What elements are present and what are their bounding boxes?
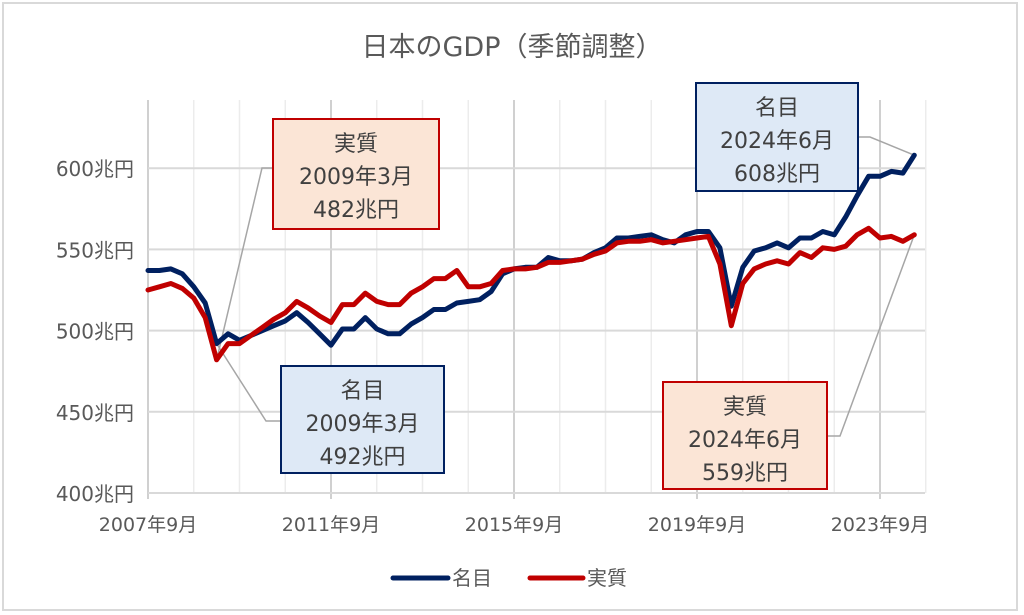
leader-line xyxy=(215,343,281,422)
callout-text-line: 名目 xyxy=(340,379,384,404)
legend-label-real: 実質 xyxy=(587,566,627,590)
legend: 名目 実質 xyxy=(390,566,627,590)
callout-leader-lines xyxy=(215,136,916,437)
series-lines xyxy=(145,152,917,363)
callout-box xyxy=(280,365,445,474)
callout-text-line: 2009年3月 xyxy=(306,412,420,437)
callout-box xyxy=(662,381,828,490)
callout-0: 実質 2009年3月 482兆円 xyxy=(272,118,440,230)
callout-text-line: 実質 xyxy=(723,395,767,420)
callout-text-line: 608兆円 xyxy=(734,162,820,187)
legend-item-nominal[interactable]: 名目 xyxy=(390,566,492,590)
real-gdp-line xyxy=(145,225,917,363)
callout-text-line: 名目 xyxy=(755,96,799,121)
callout-box xyxy=(272,118,440,230)
leader-line xyxy=(827,234,916,437)
x-tick-label: 2011年9月 xyxy=(282,514,380,536)
callout-text-line: 実質 xyxy=(334,132,378,157)
legend-item-real[interactable]: 実質 xyxy=(527,566,627,590)
chart-title: 日本のGDP（季節調整） xyxy=(362,32,663,63)
callout-box xyxy=(695,82,859,192)
callout-text-line: 2024年6月 xyxy=(688,428,802,453)
y-tick-label: 550兆円 xyxy=(56,238,134,262)
x-tick-label: 2019年9月 xyxy=(648,514,746,536)
leader-line xyxy=(215,167,273,361)
leader-line xyxy=(858,136,915,156)
callout-text-line: 559兆円 xyxy=(702,461,788,486)
callout-3: 実質 2024年6月 559兆円 xyxy=(662,381,828,490)
callout-1: 名目 2009年3月 492兆円 xyxy=(280,365,445,474)
callout-text-line: 492兆円 xyxy=(320,445,406,470)
y-axis: 400兆円 450兆円 500兆円 550兆円 600兆円 xyxy=(56,157,134,506)
callout-text-line: 2024年6月 xyxy=(720,129,834,154)
callout-text-line: 2009年3月 xyxy=(299,165,413,190)
x-tick-label: 2023年9月 xyxy=(831,514,929,536)
y-tick-label: 450兆円 xyxy=(56,401,134,425)
x-tick-label: 2015年9月 xyxy=(465,514,563,536)
y-tick-label: 600兆円 xyxy=(56,157,134,181)
callouts: 実質2009年3月482兆円名目2009年3月492兆円名目2024年6月608… xyxy=(272,82,859,490)
x-axis: 2007年9月 2011年9月 2015年9月 2019年9月 2023年9月 xyxy=(99,514,929,536)
y-tick-label: 400兆円 xyxy=(56,482,134,506)
x-tick-label: 2007年9月 xyxy=(99,514,197,536)
y-tick-label: 500兆円 xyxy=(56,320,134,344)
callout-2: 名目 2024年6月 608兆円 xyxy=(695,82,859,192)
legend-label-nominal: 名目 xyxy=(452,566,492,590)
callout-text-line: 482兆円 xyxy=(313,198,399,223)
